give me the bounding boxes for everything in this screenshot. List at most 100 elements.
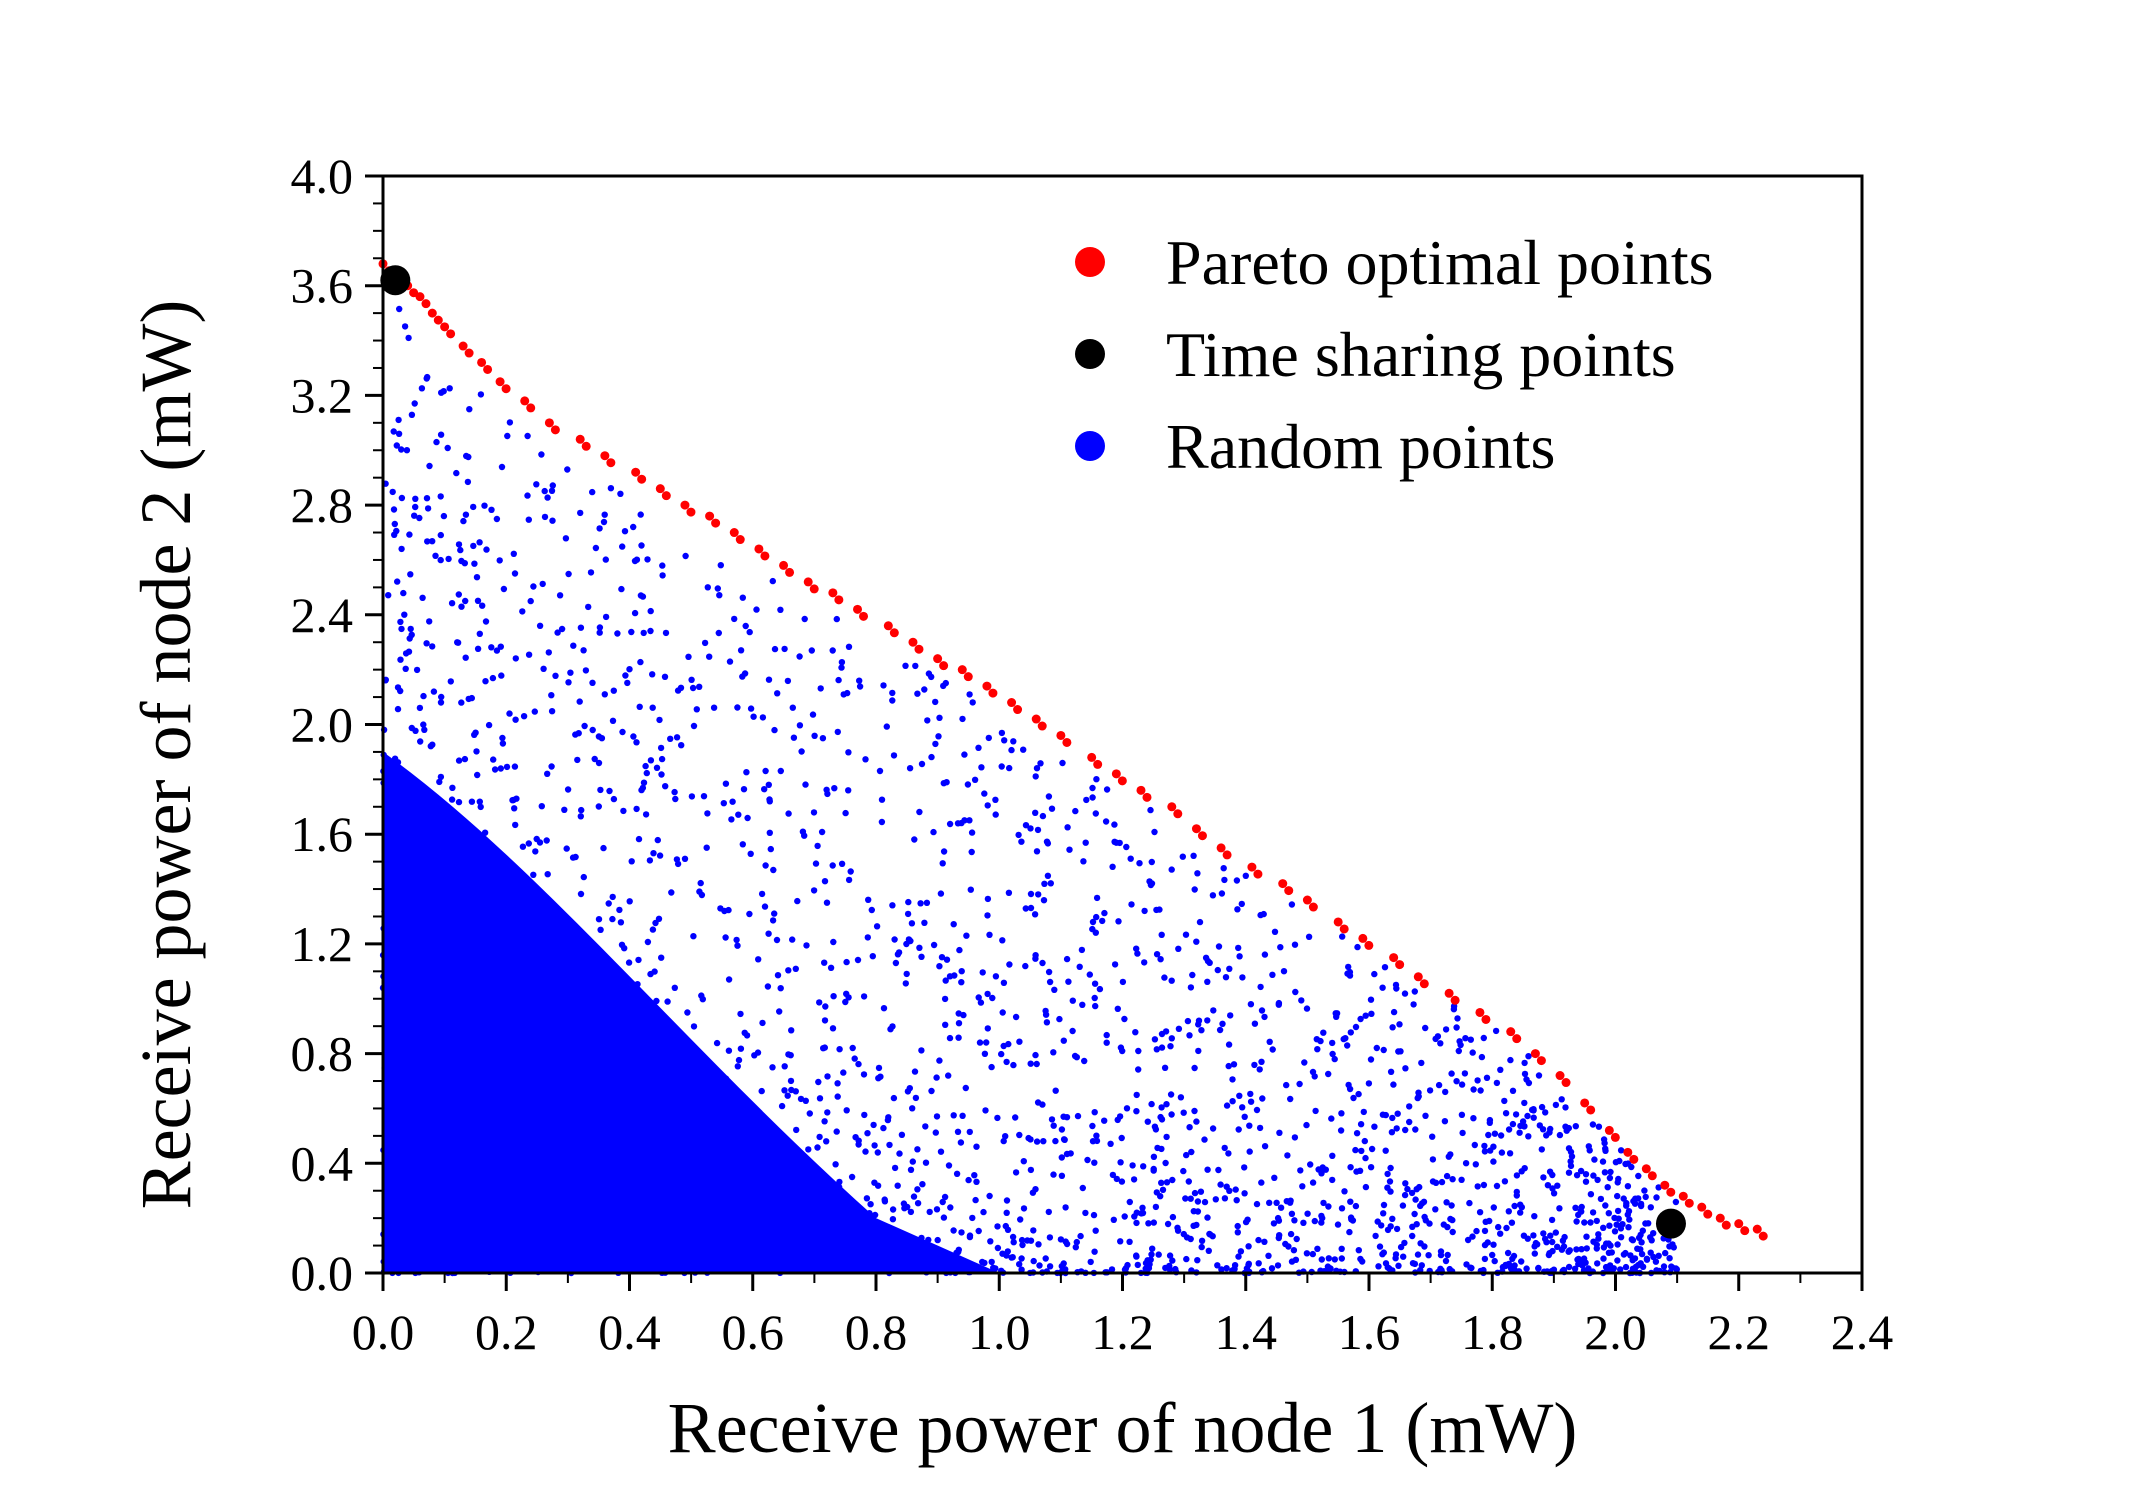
y-tick-label: 0.8 xyxy=(291,1026,354,1082)
random-point xyxy=(891,1164,899,1172)
random-point xyxy=(565,570,572,578)
random-point xyxy=(384,1245,391,1253)
random-point xyxy=(1061,1136,1068,1144)
random-point xyxy=(943,956,951,963)
random-point xyxy=(630,1255,637,1262)
random-point xyxy=(1437,1251,1445,1259)
random-point xyxy=(429,538,436,545)
random-point xyxy=(750,713,757,720)
random-point xyxy=(541,487,548,495)
random-point xyxy=(769,1064,776,1071)
random-point xyxy=(840,1069,847,1076)
random-point xyxy=(501,1186,508,1193)
random-point xyxy=(418,1259,425,1267)
random-point xyxy=(408,948,415,955)
random-point xyxy=(549,977,557,984)
random-point xyxy=(1158,1030,1166,1038)
random-point xyxy=(484,1039,492,1046)
random-point xyxy=(1480,1181,1488,1189)
random-point xyxy=(1314,1046,1321,1053)
random-point xyxy=(1276,1129,1283,1137)
random-point xyxy=(1355,1247,1363,1254)
random-point xyxy=(771,726,778,734)
random-point xyxy=(894,1266,902,1273)
pareto-point xyxy=(1623,1147,1633,1157)
random-point xyxy=(932,698,939,706)
random-point xyxy=(1493,1079,1501,1087)
random-point xyxy=(744,1155,752,1162)
random-point xyxy=(512,716,519,723)
random-point xyxy=(1223,1265,1230,1272)
random-point xyxy=(716,1168,723,1176)
random-point xyxy=(843,1107,850,1114)
random-point xyxy=(504,1226,511,1233)
random-point xyxy=(1022,905,1029,912)
random-point xyxy=(706,653,713,660)
random-point xyxy=(1134,950,1141,957)
random-point xyxy=(802,781,809,788)
random-point xyxy=(1477,1087,1484,1094)
random-point xyxy=(501,1003,508,1011)
random-point xyxy=(865,896,872,903)
random-point xyxy=(545,1083,553,1091)
random-point xyxy=(1406,1103,1413,1110)
pareto-point xyxy=(1167,802,1177,812)
random-point xyxy=(437,531,444,539)
random-point xyxy=(482,1121,490,1129)
x-tick-label: 0.4 xyxy=(598,1304,661,1360)
random-point xyxy=(814,1265,821,1272)
random-point xyxy=(1432,1206,1439,1213)
random-point xyxy=(1012,1013,1020,1021)
random-point xyxy=(390,506,398,513)
random-point xyxy=(1144,1118,1152,1125)
random-point xyxy=(735,1056,743,1064)
random-point xyxy=(1051,986,1058,993)
random-point xyxy=(911,1068,919,1075)
pareto-point xyxy=(446,329,456,339)
random-point xyxy=(950,1227,957,1234)
random-point xyxy=(620,1003,627,1010)
random-point xyxy=(1187,1195,1194,1202)
random-point xyxy=(383,972,390,980)
random-point xyxy=(953,1170,961,1178)
random-point xyxy=(583,975,590,982)
random-point xyxy=(784,677,792,685)
random-point xyxy=(1331,1055,1338,1063)
random-point xyxy=(637,658,644,666)
x-tick-label: 1.0 xyxy=(968,1304,1031,1360)
random-point xyxy=(1238,900,1246,908)
pareto-point xyxy=(1629,1154,1639,1164)
random-point xyxy=(622,1096,629,1104)
random-point xyxy=(611,1076,619,1083)
random-point xyxy=(1478,1053,1486,1061)
random-point xyxy=(396,305,403,313)
random-point xyxy=(1429,1156,1437,1163)
random-point xyxy=(576,698,583,705)
random-point xyxy=(1602,1147,1609,1155)
random-point xyxy=(699,996,706,1003)
random-point xyxy=(426,1213,433,1221)
random-point xyxy=(1379,984,1386,991)
pareto-point xyxy=(982,681,992,691)
random-point xyxy=(671,1249,678,1256)
random-point xyxy=(1638,1250,1646,1258)
random-point xyxy=(999,937,1006,944)
random-point xyxy=(975,994,982,1001)
random-point xyxy=(1091,980,1099,987)
random-point xyxy=(1042,1011,1050,1018)
random-point xyxy=(928,753,935,761)
random-point xyxy=(955,1248,962,1256)
random-point xyxy=(1167,1091,1175,1098)
random-point xyxy=(464,1196,471,1204)
random-point xyxy=(1158,1044,1166,1051)
random-point xyxy=(722,934,729,941)
random-point xyxy=(405,989,413,996)
random-point xyxy=(384,867,391,875)
random-point xyxy=(781,645,788,653)
random-point xyxy=(384,810,392,817)
random-point xyxy=(1158,1179,1165,1187)
random-point xyxy=(912,662,919,670)
random-point xyxy=(867,1201,874,1208)
random-point xyxy=(1115,918,1122,925)
